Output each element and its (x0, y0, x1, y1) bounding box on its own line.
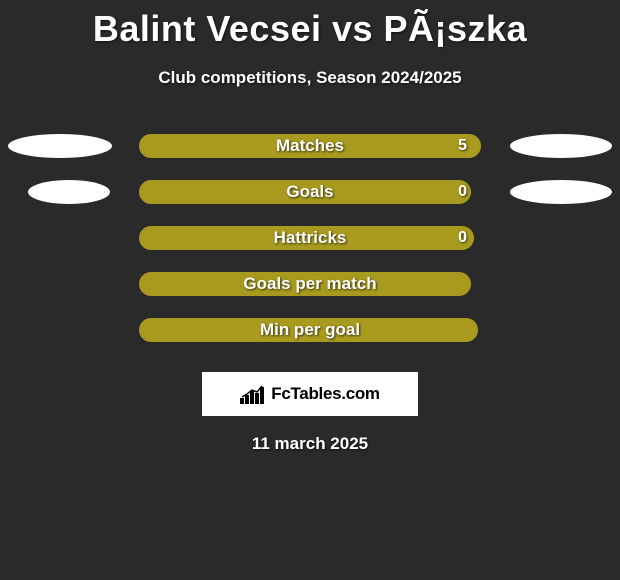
chart-row: Matches5 (0, 134, 620, 158)
bar-value: 5 (458, 134, 467, 158)
logo-text: FcTables.com (271, 384, 380, 404)
chart-row: Hattricks0 (0, 226, 620, 250)
bar-label: Min per goal (139, 318, 481, 342)
left-ellipse (28, 180, 110, 204)
chart-row: Min per goal (0, 318, 620, 342)
bar-wrap: Goals per match (139, 272, 481, 296)
bar-label: Hattricks (139, 226, 481, 250)
date-label: 11 march 2025 (0, 434, 620, 454)
chart-row: Goals per match (0, 272, 620, 296)
right-ellipse (510, 134, 612, 158)
comparison-chart: Matches5Goals0Hattricks0Goals per matchM… (0, 134, 620, 354)
bar-wrap: Hattricks0 (139, 226, 481, 250)
logo-box: FcTables.com (202, 372, 418, 416)
bar-label: Matches (139, 134, 481, 158)
right-ellipse (510, 180, 612, 204)
bar-label: Goals (139, 180, 481, 204)
bar-wrap: Min per goal (139, 318, 481, 342)
bar-label: Goals per match (139, 272, 481, 296)
page-title: Balint Vecsei vs PÃ¡szka (0, 0, 620, 50)
logo-bars-icon (240, 384, 268, 404)
left-ellipse (8, 134, 112, 158)
subtitle: Club competitions, Season 2024/2025 (0, 68, 620, 88)
chart-row: Goals0 (0, 180, 620, 204)
bar-wrap: Matches5 (139, 134, 481, 158)
bar-wrap: Goals0 (139, 180, 481, 204)
bar-value: 0 (458, 180, 467, 204)
bar-value: 0 (458, 226, 467, 250)
